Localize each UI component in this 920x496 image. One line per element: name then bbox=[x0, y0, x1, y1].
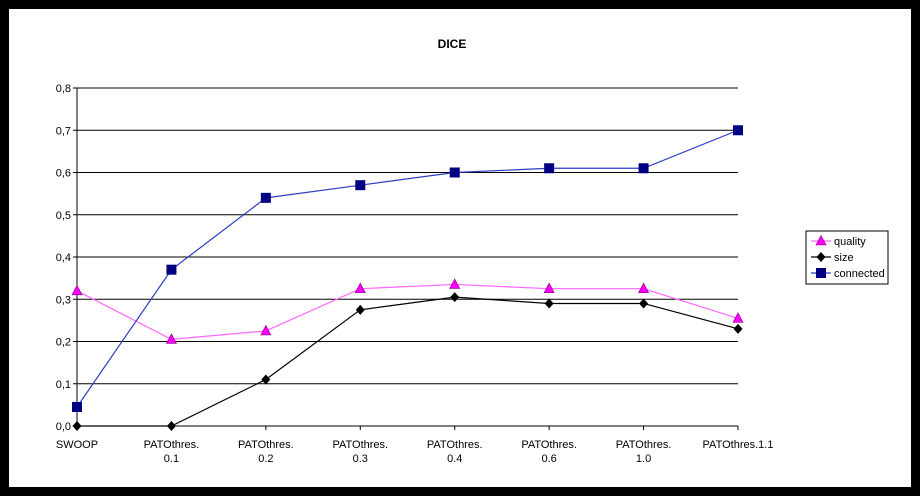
x-tick-label: SWOOP bbox=[56, 439, 98, 451]
data-point bbox=[165, 333, 177, 344]
series-group bbox=[71, 125, 744, 431]
x-tick-label: PATOthres.1.1 bbox=[703, 439, 774, 451]
data-point bbox=[815, 234, 827, 246]
data-point bbox=[354, 282, 366, 293]
y-tick-label: 0,7 bbox=[56, 125, 71, 137]
x-tick-label-line: PATOthres. bbox=[238, 439, 294, 451]
data-point bbox=[816, 268, 826, 278]
data-point bbox=[732, 312, 744, 323]
x-tick-label: PATOthres. 1.0 bbox=[616, 439, 672, 465]
data-point bbox=[449, 278, 461, 289]
series-quality bbox=[71, 278, 744, 344]
data-point bbox=[355, 180, 366, 191]
data-point bbox=[166, 264, 177, 275]
data-point bbox=[543, 282, 555, 293]
y-tick-labels: 0,0 0,1 0,2 0,3 0,4 0,5 0,6 0,7 0,8 bbox=[56, 83, 71, 433]
chart-title: DICE bbox=[438, 37, 467, 51]
legend: quality size connected bbox=[805, 230, 889, 285]
x-tick-label-line: SWOOP bbox=[56, 439, 98, 451]
x-tick-label-line: PATOthres. bbox=[144, 439, 200, 451]
x-tick-label: PATOthres. 0.4 bbox=[427, 439, 483, 465]
x-tick-label-line: PATOthres. bbox=[332, 439, 388, 451]
x-tick-label: PATOthres. 0.1 bbox=[144, 439, 200, 465]
line-chart: DICE 0,0 0,1 0,2 0,3 0,4 0,5 0,6 0,7 0,8 SWOOP PA… bbox=[56, 37, 889, 465]
legend-item: size bbox=[811, 252, 854, 264]
data-point bbox=[733, 323, 743, 334]
x-tick-label: PATOthres. 0.2 bbox=[238, 439, 294, 465]
data-point bbox=[544, 163, 555, 174]
data-point bbox=[72, 401, 82, 412]
x-tick-label: PATOthres. 0.3 bbox=[332, 439, 388, 465]
x-tick-label-line: 0.6 bbox=[541, 453, 556, 465]
legend-item: connected bbox=[811, 268, 885, 280]
x-tick-label-line: PATOthres. bbox=[427, 439, 483, 451]
data-point bbox=[544, 298, 554, 309]
y-tick-label: 0,5 bbox=[56, 210, 71, 222]
legend-item: quality bbox=[811, 234, 866, 248]
legend-label: quality bbox=[834, 236, 866, 248]
y-tick-label: 0,4 bbox=[56, 252, 71, 264]
data-point bbox=[166, 421, 176, 431]
data-point bbox=[450, 292, 460, 303]
series-connected bbox=[72, 125, 743, 412]
data-point bbox=[639, 298, 649, 309]
x-tick-label-line: PATOthres. bbox=[616, 439, 672, 451]
x-tick-label-line: 0.1 bbox=[164, 453, 179, 465]
x-tick-label-line: 1.0 bbox=[636, 453, 651, 465]
data-point bbox=[260, 324, 272, 336]
y-tick-label: 0,2 bbox=[56, 337, 71, 349]
data-point bbox=[261, 374, 271, 385]
data-point bbox=[449, 167, 460, 178]
gridlines bbox=[73, 87, 739, 430]
data-point bbox=[733, 125, 743, 136]
data-point bbox=[72, 421, 82, 431]
data-point bbox=[638, 282, 650, 293]
series-line bbox=[76, 129, 739, 408]
series-line bbox=[77, 296, 739, 427]
y-tick-label: 0,3 bbox=[56, 294, 71, 306]
legend-label: connected bbox=[834, 268, 885, 280]
series-line bbox=[76, 283, 739, 341]
data-point bbox=[816, 252, 826, 262]
x-tick-label: PATOthres. 0.6 bbox=[521, 439, 577, 465]
legend-label: size bbox=[834, 252, 854, 264]
y-tick-label: 0,1 bbox=[56, 379, 71, 391]
data-point bbox=[71, 284, 83, 296]
y-tick-label: 0,6 bbox=[56, 168, 71, 180]
series-size bbox=[72, 292, 743, 431]
data-point bbox=[355, 304, 365, 315]
data-point bbox=[260, 192, 271, 203]
x-tick-label-line: PATOthres.1.1 bbox=[703, 439, 774, 451]
x-tick-label-line: 0.4 bbox=[447, 453, 462, 465]
chart-frame: DICE 0,0 0,1 0,2 0,3 0,4 0,5 0,6 0,7 0,8 SWOOP PA… bbox=[9, 9, 911, 487]
x-tick-label-line: 0.2 bbox=[258, 453, 273, 465]
x-tick-label-line: 0.3 bbox=[353, 453, 368, 465]
data-point bbox=[638, 163, 649, 174]
x-tick-label-line: PATOthres. bbox=[521, 439, 577, 451]
y-tick-label: 0,8 bbox=[56, 83, 71, 95]
y-tick-label: 0,0 bbox=[56, 421, 71, 433]
